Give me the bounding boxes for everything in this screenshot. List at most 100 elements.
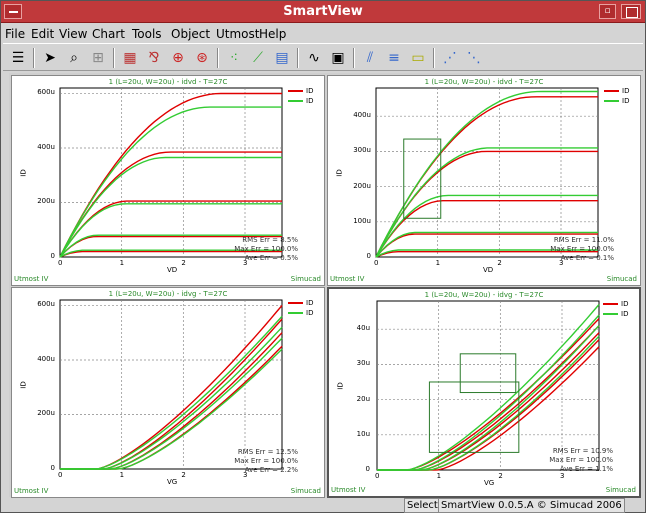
fit-region (403, 138, 442, 219)
y-tick-label: 10u (356, 429, 370, 438)
y-tick-label: 0 (50, 464, 55, 472)
sliders-icon[interactable]: ≡ (388, 50, 400, 66)
chart-legend: ID ID (601, 299, 637, 321)
series-line (377, 304, 600, 471)
y-tick-label: 0 (365, 465, 370, 473)
legend-label: ID (621, 310, 629, 318)
system-menu-icon[interactable] (4, 4, 22, 19)
legend-item: ID (601, 309, 637, 319)
series-line (59, 249, 282, 258)
series-line (375, 200, 598, 258)
menu-file[interactable]: File (5, 27, 26, 41)
y-axis-label: ID (335, 168, 344, 177)
optimize-icon[interactable]: ⋱ (467, 50, 481, 66)
x-tick-label: 0 (58, 259, 63, 267)
y-axis-label: ID (19, 168, 28, 177)
series-line (375, 147, 598, 258)
series-line (59, 235, 282, 258)
legend-item: ID (601, 299, 637, 309)
stat-line: Ave Err = 2.2% (244, 466, 298, 474)
series-line (59, 200, 282, 258)
legend-swatch (604, 90, 619, 92)
stat-line: RMS Err = 11.0% (553, 236, 614, 244)
legend-swatch (288, 90, 303, 92)
line-chart-icon[interactable]: ⟋ (253, 50, 263, 66)
y-tick-label: 400u (37, 142, 55, 151)
menu-utmost[interactable]: Utmost (216, 27, 260, 41)
stat-line: Ave Err = 0.5% (244, 254, 298, 262)
x-tick-label: 3 (559, 259, 564, 267)
menu-edit[interactable]: Edit (31, 27, 55, 41)
legend-swatch (288, 312, 303, 314)
calculator-icon[interactable]: ▣ (331, 50, 345, 66)
grid-icon[interactable]: ⊞ (92, 50, 104, 66)
chart-legend: ID ID (602, 86, 638, 108)
pointer-icon[interactable]: ➤ (44, 50, 56, 66)
y-axis-label: ID (19, 380, 28, 389)
scatter-icon[interactable]: ⁖ (229, 50, 239, 66)
legend-item: ID (602, 86, 638, 96)
x-tick-label: 2 (181, 471, 186, 479)
y-tick-label: 200u (37, 197, 55, 206)
chart-pane[interactable]: 1 (L=20u, W=20u) - idvd - T=27C 0 1 2 3 0 200u… (11, 75, 325, 286)
legend-label: ID (306, 299, 314, 307)
status-about: SmartView 0.0.5.A © Simucad 2006 (438, 498, 625, 513)
series-line (59, 151, 282, 258)
y-tick-label: 40u (356, 324, 370, 333)
x-axis-label: VD (167, 266, 178, 274)
legend-label: ID (306, 97, 314, 105)
minimize-button[interactable]: ▫ (599, 4, 616, 19)
chart-icon[interactable]: ⅋ (148, 50, 160, 66)
fit-icon[interactable]: ⋰ (443, 50, 457, 66)
footer-right: Simucad (606, 275, 637, 283)
y-tick-label: 0 (50, 252, 55, 260)
y-tick-label: 400u (353, 111, 371, 120)
histogram-icon[interactable]: ▤ (275, 50, 289, 66)
menu-tools[interactable]: Tools (132, 27, 162, 41)
y-tick-label: 30u (356, 359, 370, 368)
x-tick-label: 2 (497, 259, 502, 267)
stat-line: Max Err = 100.0% (549, 456, 613, 464)
x-tick-label: 1 (119, 471, 125, 479)
toolbar-separator (33, 48, 35, 68)
x-tick-label: 0 (374, 259, 379, 267)
stat-line: Ave Err = 1.1% (559, 465, 613, 473)
zoom-icon[interactable]: ⌕ (70, 50, 78, 66)
series-line (375, 251, 598, 258)
x-tick-label: 2 (498, 472, 503, 480)
chart-pane[interactable]: 1 (L=20u, W=20u) - idvd - T=27C 0 1 2 3 0 100u… (327, 75, 641, 286)
legend-label: ID (306, 87, 314, 95)
y-tick-label: 600u (37, 88, 55, 97)
fit-statistics: RMS Err = 11.0% Max Err = 100.0% Ave Err =… (550, 236, 614, 263)
curves-icon[interactable]: ⫽ (366, 50, 374, 66)
menu-bar: File Edit View Chart Tools Object Utmost… (1, 25, 645, 43)
chart-legend: ID ID (286, 298, 322, 320)
legend-item: ID (286, 298, 322, 308)
toolbar: ☰ ➤ ⌕ ⊞ ▦ ⅋ ⊕ ⊛ ⁖ ⟋ ▤ ∿ ▣ ⫽ ≡ ▭ ⋰ ⋱ (3, 43, 643, 71)
bar-icon[interactable]: ▦ (123, 50, 137, 66)
wave-icon[interactable]: ∿ (308, 50, 320, 66)
y-tick-label: 0 (366, 252, 371, 260)
legend-swatch (288, 100, 303, 102)
stat-line: RMS Err = 10.9% (552, 447, 613, 455)
series-line (59, 106, 282, 258)
maximize-button[interactable] (621, 4, 641, 19)
menu-view[interactable]: View (59, 27, 88, 41)
menu-object[interactable]: Object (171, 27, 211, 41)
target-icon[interactable]: ⊕ (172, 50, 184, 66)
y-tick-label: 200u (37, 409, 55, 418)
menu-help[interactable]: Help (259, 27, 287, 41)
series-line (60, 348, 283, 470)
x-tick-label: 1 (435, 259, 441, 267)
note-icon[interactable]: ▭ (411, 50, 425, 66)
stat-line: RMS Err = 8.5% (242, 236, 298, 244)
x-tick-label: 0 (375, 472, 380, 480)
chart-pane-selected[interactable]: 1 (L=20u, W=20u) - idvg - T=27C 0 1 2 3 0 10u 2… (327, 287, 641, 498)
layout-icon[interactable]: ☰ (11, 50, 25, 66)
chart-pane[interactable]: 1 (L=20u, W=20u) - idvg - T=27C 0 1 2 3 0 200u… (11, 287, 325, 498)
title-bar[interactable]: SmartView ▫ (1, 1, 645, 23)
status-mode: Select (404, 498, 441, 513)
menu-chart[interactable]: Chart (92, 27, 125, 41)
globe-icon[interactable]: ⊛ (196, 50, 208, 66)
stat-line: Max Err = 100.0% (234, 245, 298, 253)
